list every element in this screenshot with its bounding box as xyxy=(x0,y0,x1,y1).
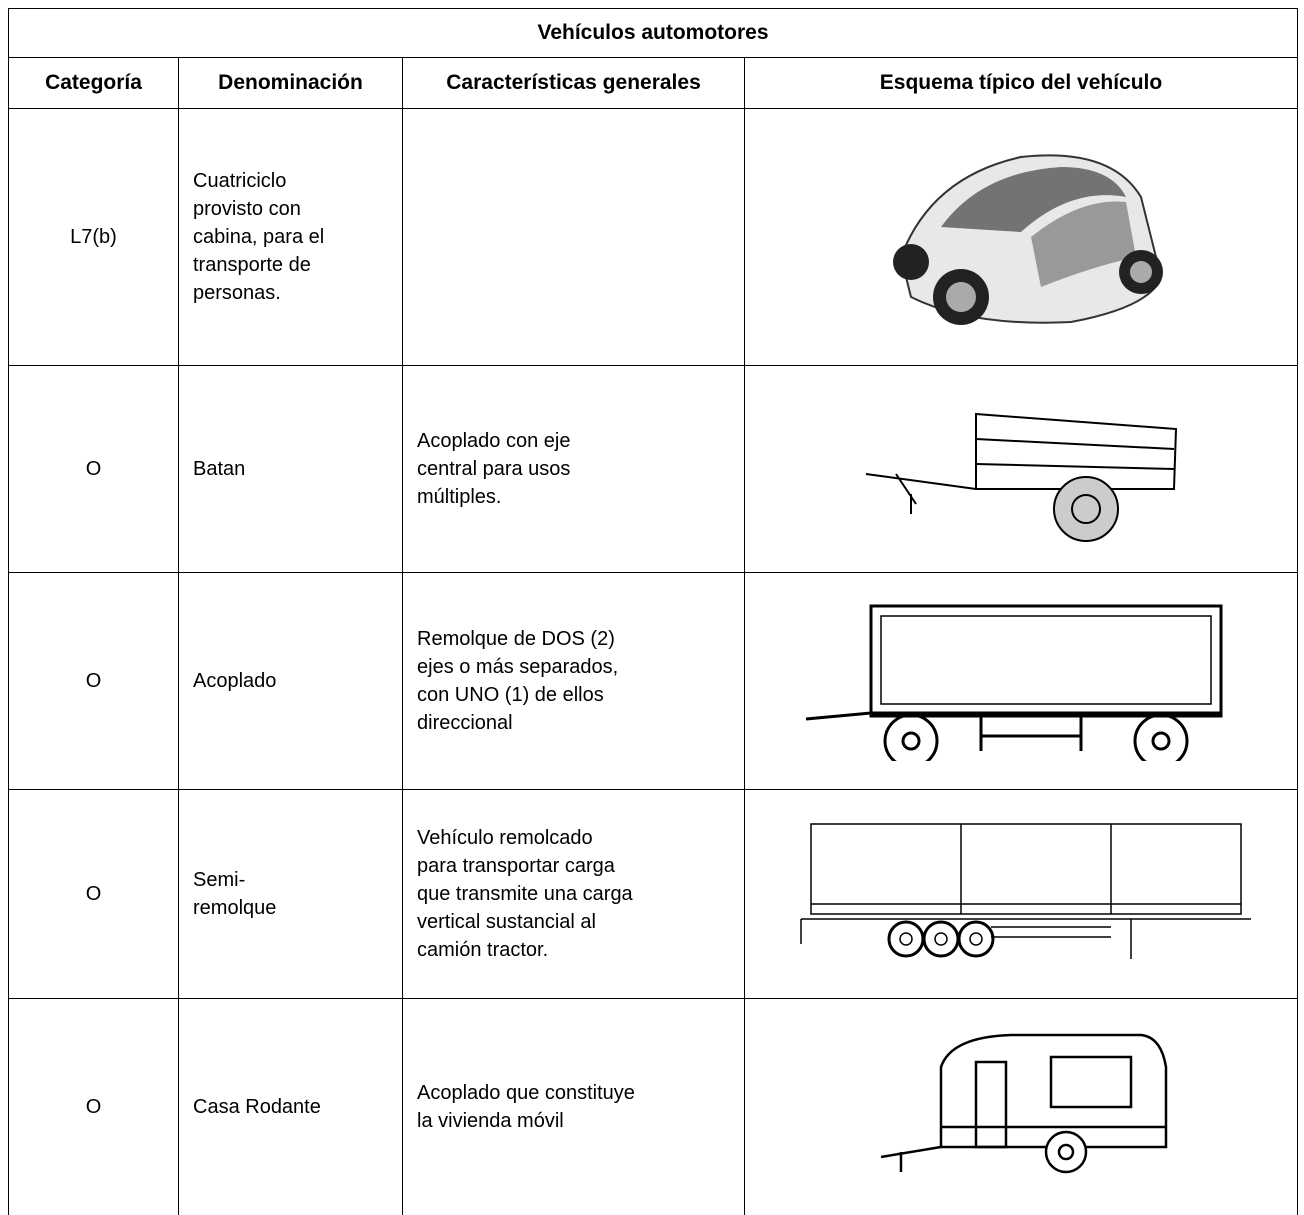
category: O xyxy=(9,573,179,790)
category: O xyxy=(9,999,179,1215)
picture-cell xyxy=(745,999,1298,1215)
header-cell: Categoría xyxy=(9,58,179,109)
denomination: Casa Rodante xyxy=(179,999,403,1215)
semi-image xyxy=(791,819,1251,969)
header-cell: Características generales xyxy=(403,58,745,109)
category: O xyxy=(9,366,179,573)
picture-cell xyxy=(745,109,1298,366)
car-image xyxy=(871,137,1171,337)
header-cell: Esquema típico del vehículo xyxy=(745,58,1298,109)
denomination: Acoplado xyxy=(179,573,403,790)
picture-cell xyxy=(745,790,1298,999)
picture-cell xyxy=(745,573,1298,790)
vehicle-table: Vehículos automotores Categoría Denomina… xyxy=(8,8,1298,1215)
description: Remolque de DOS (2) ejes o más separados… xyxy=(403,573,745,790)
picture-cell xyxy=(745,366,1298,573)
table-title: Vehículos automotores xyxy=(9,9,1298,58)
acoplado-image xyxy=(801,601,1241,761)
description: Vehículo remolcado para transportar carg… xyxy=(403,790,745,999)
category: O xyxy=(9,790,179,999)
description: Acoplado que constituye la vivienda móvi… xyxy=(403,999,745,1215)
description xyxy=(403,109,745,366)
batan-image xyxy=(856,394,1186,544)
denomination: Batan xyxy=(179,366,403,573)
caravan-image xyxy=(861,1027,1181,1187)
denomination: Cuatriciclo provisto con cabina, para el… xyxy=(179,109,403,366)
denomination: Semi- remolque xyxy=(179,790,403,999)
category: L7(b) xyxy=(9,109,179,366)
page: {"table": { "title": "Vehículos automoto… xyxy=(0,0,1304,1066)
description: Acoplado con eje central para usos múlti… xyxy=(403,366,745,573)
header-cell: Denominación xyxy=(179,58,403,109)
